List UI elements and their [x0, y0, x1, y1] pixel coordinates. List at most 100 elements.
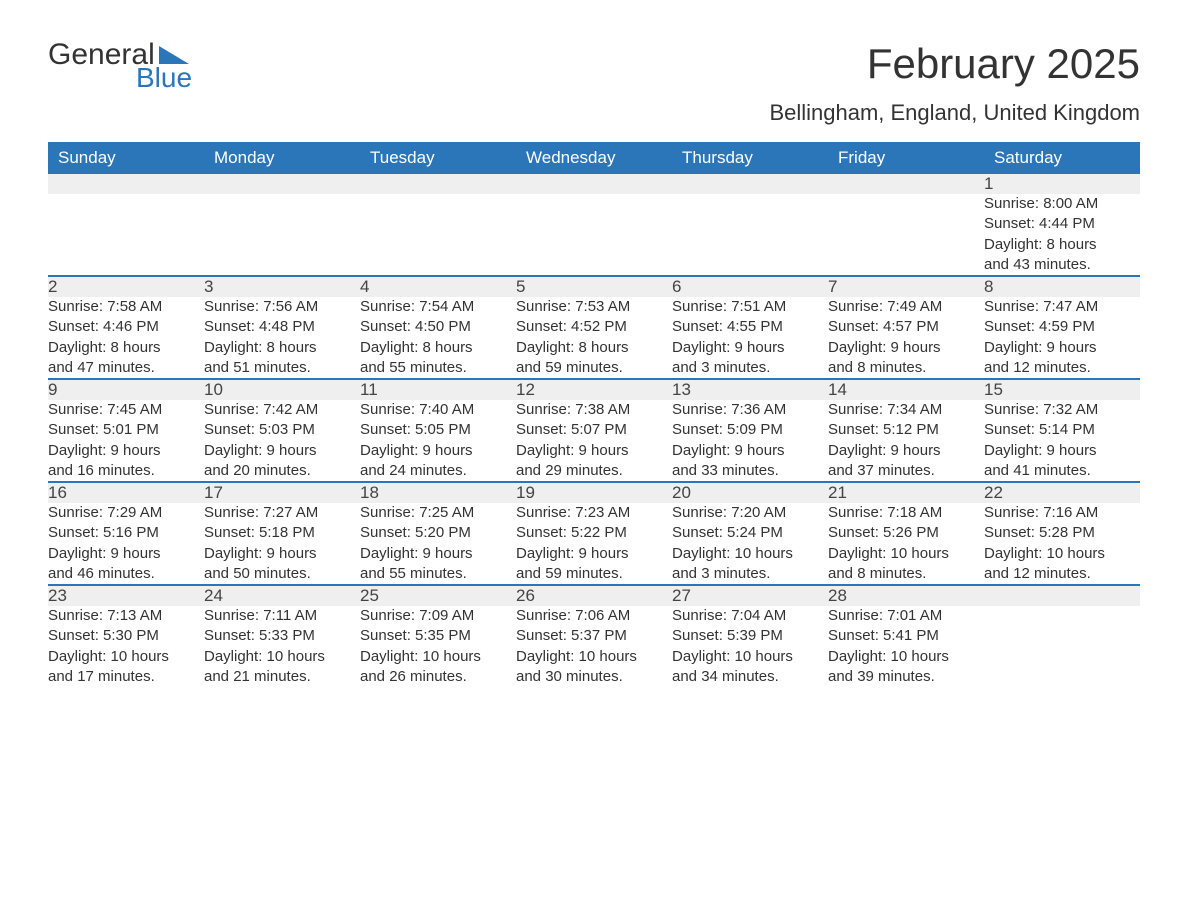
- daylight-text: and 34 minutes.: [672, 667, 828, 687]
- detail-row: Sunrise: 7:58 AMSunset: 4:46 PMDaylight:…: [48, 297, 1140, 379]
- day-cell: Sunrise: 7:56 AMSunset: 4:48 PMDaylight:…: [204, 297, 360, 379]
- daylight-text: Daylight: 9 hours: [516, 544, 672, 564]
- title-block: February 2025 Bellingham, England, Unite…: [769, 40, 1140, 126]
- logo-word-2: Blue: [136, 64, 192, 92]
- sunset-text: Sunset: 5:41 PM: [828, 626, 984, 646]
- day-number: [672, 174, 828, 194]
- day-cell: Sunrise: 7:09 AMSunset: 5:35 PMDaylight:…: [360, 606, 516, 695]
- daylight-text: and 55 minutes.: [360, 564, 516, 584]
- detail-row: Sunrise: 7:45 AMSunset: 5:01 PMDaylight:…: [48, 400, 1140, 482]
- calendar-header-row: SundayMondayTuesdayWednesdayThursdayFrid…: [48, 142, 1140, 174]
- sunrise-text: Sunrise: 7:54 AM: [360, 297, 516, 317]
- sunset-text: Sunset: 5:26 PM: [828, 523, 984, 543]
- day-number: [48, 174, 204, 194]
- day-cell: [828, 194, 984, 276]
- sunrise-text: Sunrise: 7:23 AM: [516, 503, 672, 523]
- daylight-text: and 55 minutes.: [360, 358, 516, 378]
- day-cell: Sunrise: 7:06 AMSunset: 5:37 PMDaylight:…: [516, 606, 672, 695]
- day-header: Friday: [828, 142, 984, 174]
- sunrise-text: Sunrise: 7:56 AM: [204, 297, 360, 317]
- sunset-text: Sunset: 5:16 PM: [48, 523, 204, 543]
- daylight-text: Daylight: 9 hours: [360, 441, 516, 461]
- day-number: 26: [516, 585, 672, 606]
- daylight-text: Daylight: 9 hours: [360, 544, 516, 564]
- sunrise-text: Sunrise: 7:42 AM: [204, 400, 360, 420]
- day-number: 21: [828, 482, 984, 503]
- daylight-text: Daylight: 9 hours: [48, 441, 204, 461]
- daylight-text: and 24 minutes.: [360, 461, 516, 481]
- detail-row: Sunrise: 7:13 AMSunset: 5:30 PMDaylight:…: [48, 606, 1140, 695]
- day-cell: Sunrise: 7:13 AMSunset: 5:30 PMDaylight:…: [48, 606, 204, 695]
- day-cell: Sunrise: 7:29 AMSunset: 5:16 PMDaylight:…: [48, 503, 204, 585]
- daylight-text: Daylight: 9 hours: [828, 338, 984, 358]
- daylight-text: and 39 minutes.: [828, 667, 984, 687]
- sunset-text: Sunset: 5:37 PM: [516, 626, 672, 646]
- daylight-text: Daylight: 8 hours: [516, 338, 672, 358]
- sunset-text: Sunset: 4:52 PM: [516, 317, 672, 337]
- sunset-text: Sunset: 4:50 PM: [360, 317, 516, 337]
- day-cell: Sunrise: 8:00 AMSunset: 4:44 PMDaylight:…: [984, 194, 1140, 276]
- daylight-text: and 8 minutes.: [828, 358, 984, 378]
- day-number: 19: [516, 482, 672, 503]
- logo: General Blue: [48, 40, 192, 92]
- sunrise-text: Sunrise: 7:04 AM: [672, 606, 828, 626]
- day-cell: Sunrise: 7:20 AMSunset: 5:24 PMDaylight:…: [672, 503, 828, 585]
- sunset-text: Sunset: 4:57 PM: [828, 317, 984, 337]
- day-cell: [360, 194, 516, 276]
- day-number: 27: [672, 585, 828, 606]
- sunrise-text: Sunrise: 7:11 AM: [204, 606, 360, 626]
- sunrise-text: Sunrise: 7:51 AM: [672, 297, 828, 317]
- day-cell: Sunrise: 7:34 AMSunset: 5:12 PMDaylight:…: [828, 400, 984, 482]
- sunset-text: Sunset: 5:33 PM: [204, 626, 360, 646]
- sunset-text: Sunset: 5:07 PM: [516, 420, 672, 440]
- sunset-text: Sunset: 5:20 PM: [360, 523, 516, 543]
- daylight-text: Daylight: 9 hours: [984, 441, 1140, 461]
- sunset-text: Sunset: 5:35 PM: [360, 626, 516, 646]
- daylight-text: Daylight: 9 hours: [672, 338, 828, 358]
- day-cell: [984, 606, 1140, 695]
- daylight-text: Daylight: 8 hours: [360, 338, 516, 358]
- day-number: 10: [204, 379, 360, 400]
- daylight-text: Daylight: 10 hours: [672, 544, 828, 564]
- sunset-text: Sunset: 5:12 PM: [828, 420, 984, 440]
- day-cell: Sunrise: 7:11 AMSunset: 5:33 PMDaylight:…: [204, 606, 360, 695]
- day-header: Thursday: [672, 142, 828, 174]
- day-cell: [672, 194, 828, 276]
- day-cell: [48, 194, 204, 276]
- daylight-text: Daylight: 9 hours: [516, 441, 672, 461]
- daylight-text: Daylight: 10 hours: [204, 647, 360, 667]
- sunrise-text: Sunrise: 7:38 AM: [516, 400, 672, 420]
- day-header: Saturday: [984, 142, 1140, 174]
- day-header: Monday: [204, 142, 360, 174]
- day-cell: Sunrise: 7:53 AMSunset: 4:52 PMDaylight:…: [516, 297, 672, 379]
- daylight-text: and 17 minutes.: [48, 667, 204, 687]
- daylight-text: and 46 minutes.: [48, 564, 204, 584]
- day-cell: Sunrise: 7:36 AMSunset: 5:09 PMDaylight:…: [672, 400, 828, 482]
- sunset-text: Sunset: 5:14 PM: [984, 420, 1140, 440]
- day-number: 23: [48, 585, 204, 606]
- daynum-row: 1: [48, 174, 1140, 194]
- sunrise-text: Sunrise: 7:58 AM: [48, 297, 204, 317]
- day-cell: [204, 194, 360, 276]
- day-cell: Sunrise: 7:25 AMSunset: 5:20 PMDaylight:…: [360, 503, 516, 585]
- day-number: 8: [984, 276, 1140, 297]
- day-number: 1: [984, 174, 1140, 194]
- sunrise-text: Sunrise: 7:32 AM: [984, 400, 1140, 420]
- page-title: February 2025: [769, 40, 1140, 88]
- day-number: 7: [828, 276, 984, 297]
- day-cell: Sunrise: 7:27 AMSunset: 5:18 PMDaylight:…: [204, 503, 360, 585]
- day-number: 14: [828, 379, 984, 400]
- day-number: 25: [360, 585, 516, 606]
- day-cell: Sunrise: 7:23 AMSunset: 5:22 PMDaylight:…: [516, 503, 672, 585]
- daylight-text: and 12 minutes.: [984, 358, 1140, 378]
- daylight-text: and 59 minutes.: [516, 564, 672, 584]
- daylight-text: Daylight: 8 hours: [48, 338, 204, 358]
- day-number: 16: [48, 482, 204, 503]
- sunset-text: Sunset: 4:48 PM: [204, 317, 360, 337]
- day-cell: Sunrise: 7:32 AMSunset: 5:14 PMDaylight:…: [984, 400, 1140, 482]
- daylight-text: Daylight: 10 hours: [48, 647, 204, 667]
- daylight-text: Daylight: 8 hours: [204, 338, 360, 358]
- daylight-text: Daylight: 10 hours: [672, 647, 828, 667]
- day-cell: Sunrise: 7:58 AMSunset: 4:46 PMDaylight:…: [48, 297, 204, 379]
- day-header: Wednesday: [516, 142, 672, 174]
